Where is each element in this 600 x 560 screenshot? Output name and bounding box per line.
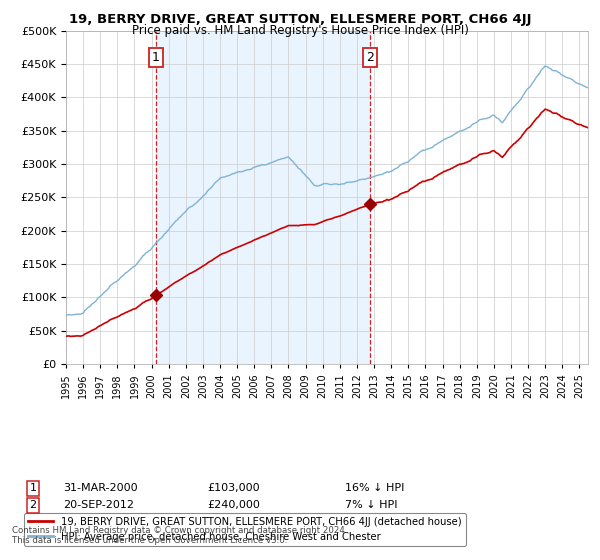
Text: 2: 2 [29, 500, 37, 510]
Text: 16% ↓ HPI: 16% ↓ HPI [345, 483, 404, 493]
Text: £240,000: £240,000 [207, 500, 260, 510]
Text: 20-SEP-2012: 20-SEP-2012 [63, 500, 134, 510]
Bar [156, 31, 370, 364]
Text: This data is licensed under the Open Government Licence v3.0.: This data is licensed under the Open Gov… [12, 536, 287, 545]
Text: 31-MAR-2000: 31-MAR-2000 [63, 483, 137, 493]
Text: 1: 1 [152, 51, 160, 64]
Text: 7% ↓ HPI: 7% ↓ HPI [345, 500, 398, 510]
Text: 19, BERRY DRIVE, GREAT SUTTON, ELLESMERE PORT, CH66 4JJ: 19, BERRY DRIVE, GREAT SUTTON, ELLESMERE… [69, 13, 531, 26]
Text: 2: 2 [366, 51, 374, 64]
Text: Price paid vs. HM Land Registry's House Price Index (HPI): Price paid vs. HM Land Registry's House … [131, 24, 469, 36]
Legend: 19, BERRY DRIVE, GREAT SUTTON, ELLESMERE PORT, CH66 4JJ (detached house), HPI: A: 19, BERRY DRIVE, GREAT SUTTON, ELLESMERE… [24, 512, 466, 545]
Text: £103,000: £103,000 [207, 483, 260, 493]
Text: 1: 1 [29, 483, 37, 493]
Text: Contains HM Land Registry data © Crown copyright and database right 2024.: Contains HM Land Registry data © Crown c… [12, 526, 347, 535]
